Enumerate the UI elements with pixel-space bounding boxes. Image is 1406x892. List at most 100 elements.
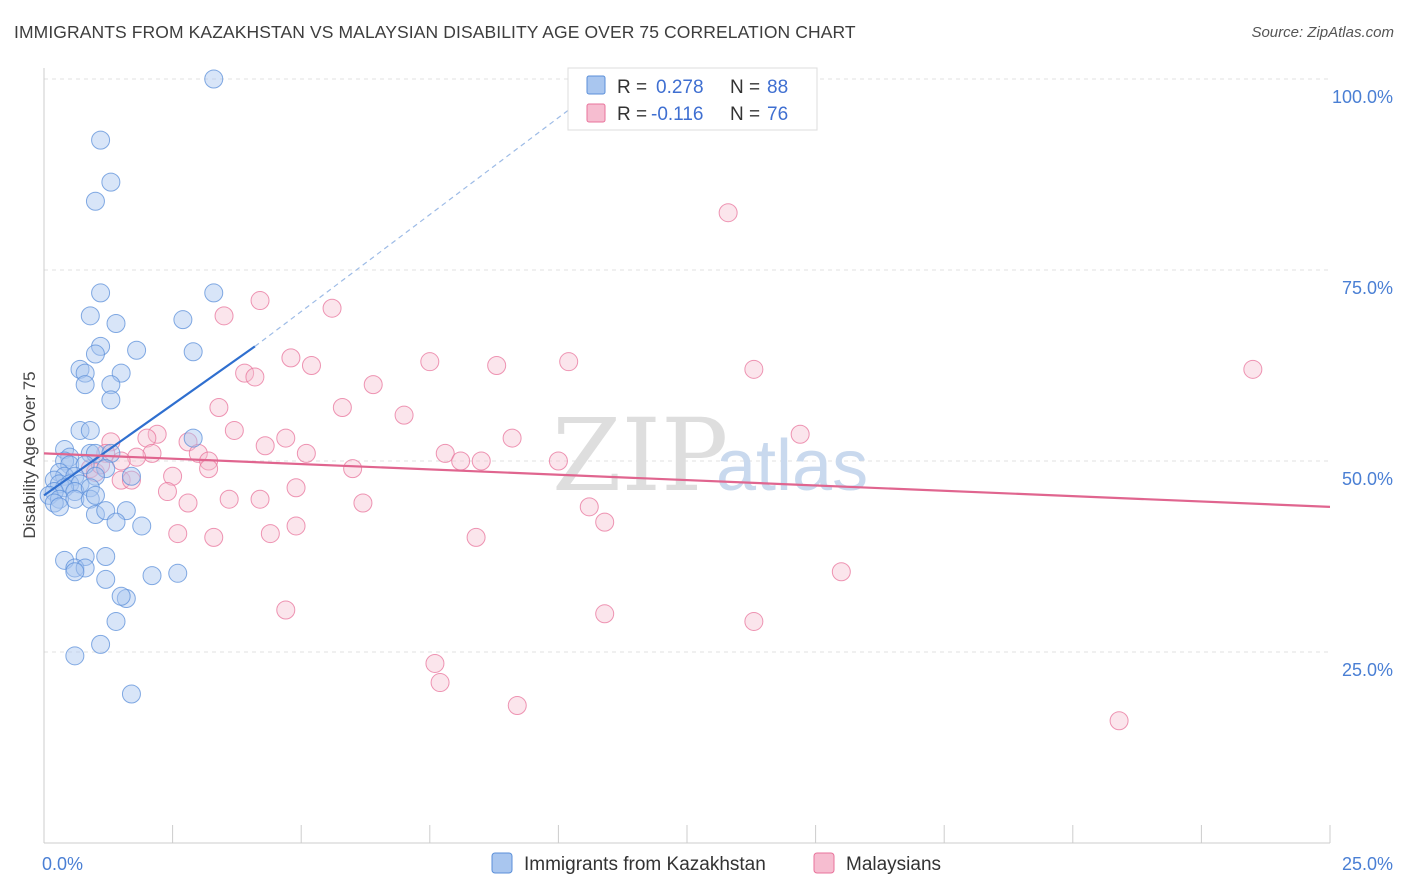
malaysians-point bbox=[204, 527, 224, 547]
malaysians-point bbox=[209, 398, 229, 418]
malaysians-point bbox=[286, 478, 306, 498]
kazakhstan-point bbox=[44, 493, 64, 513]
trend-lines bbox=[43, 86, 1331, 508]
kazakhstan-point bbox=[60, 447, 80, 467]
malaysians-point bbox=[1243, 359, 1263, 379]
chart-title: IMMIGRANTS FROM KAZAKHSTAN VS MALAYSIAN … bbox=[14, 22, 856, 42]
malaysians-point bbox=[507, 695, 527, 715]
legend-r-value-malaysians: -0.116 bbox=[651, 104, 703, 125]
kazakhstan-point bbox=[96, 569, 116, 589]
malaysians-point bbox=[147, 424, 167, 444]
kazakhstan-point bbox=[168, 563, 188, 583]
malaysians-point bbox=[301, 356, 321, 375]
kazakhstan-point bbox=[101, 375, 121, 395]
malaysians-point bbox=[163, 466, 183, 486]
kazakhstan-point bbox=[106, 313, 126, 333]
kazakhstan-point bbox=[121, 466, 141, 486]
kazakhstan-point bbox=[80, 489, 100, 509]
malaysians-point bbox=[466, 527, 486, 547]
malaysians-point bbox=[276, 600, 296, 620]
malaysians-point bbox=[219, 489, 239, 509]
kazakhstan-point bbox=[127, 340, 147, 360]
kazakhstan-point bbox=[173, 310, 193, 330]
y-tick-labels: 25.0% 50.0% 75.0% 100.0% bbox=[1332, 87, 1393, 680]
kazakhstan-trend-extension bbox=[254, 86, 600, 347]
malaysians-trend-line bbox=[43, 452, 1331, 508]
kazakhstan-point bbox=[85, 504, 105, 524]
kazakhstan-trend-line bbox=[43, 345, 256, 497]
malaysians-point bbox=[579, 497, 599, 517]
malaysians-point bbox=[322, 298, 342, 318]
malaysians-point bbox=[1109, 711, 1129, 731]
kazakhstan-point bbox=[49, 497, 69, 517]
kazakhstan-point bbox=[75, 558, 95, 578]
kazakhstan-point bbox=[65, 562, 85, 582]
legend-n-label-malaysians: N = bbox=[730, 104, 760, 125]
malaysians-point bbox=[111, 470, 131, 490]
kazakhstan-point bbox=[49, 489, 69, 509]
malaysians-point bbox=[831, 562, 851, 582]
x-tick-labels: 0.0% 25.0% bbox=[42, 854, 1393, 874]
malaysians-point bbox=[260, 524, 280, 544]
legend-box bbox=[567, 67, 818, 131]
kazakhstan-point bbox=[75, 363, 95, 383]
malaysians-point bbox=[595, 604, 615, 624]
kazakhstan-point bbox=[65, 489, 85, 509]
correlation-legend: R = 0.278 N = 88 R = -0.116 N = 76 bbox=[567, 67, 818, 131]
legend-swatch-kazakhstan bbox=[586, 75, 606, 95]
gridlines bbox=[44, 78, 1330, 653]
series-legend: Immigrants from Kazakhstan Malaysians bbox=[491, 852, 941, 875]
kazakhstan-point bbox=[183, 342, 203, 362]
malaysians-point bbox=[363, 375, 383, 395]
kazakhstan-point bbox=[204, 69, 224, 89]
axes bbox=[43, 68, 1331, 844]
watermark-zip: ZIP bbox=[552, 397, 728, 514]
malaysians-point bbox=[224, 420, 244, 440]
y-tick-label: 25.0% bbox=[1342, 660, 1393, 680]
legend-n-label-kazakhstan: N = bbox=[730, 77, 760, 98]
kazakhstan-point bbox=[65, 482, 85, 502]
malaysians-point bbox=[744, 359, 764, 379]
legend-n-value-kazakhstan: 88 bbox=[767, 77, 788, 98]
malaysians-point bbox=[332, 398, 352, 418]
malaysians-point bbox=[178, 493, 198, 513]
kazakhstan-point bbox=[55, 451, 75, 471]
y-tick-label: 50.0% bbox=[1342, 469, 1393, 489]
malaysians-point bbox=[157, 482, 177, 502]
legend-n-value-malaysians: 76 bbox=[767, 104, 788, 125]
kazakhstan-point bbox=[111, 586, 131, 606]
malaysians-point bbox=[744, 611, 764, 631]
legend-r-value-kazakhstan: 0.278 bbox=[656, 77, 704, 98]
x-tick-label: 25.0% bbox=[1342, 854, 1393, 874]
malaysians-point bbox=[235, 363, 255, 383]
malaysians-point bbox=[343, 459, 363, 479]
malaysians-point bbox=[199, 459, 219, 479]
watermark-atlas: atlas bbox=[716, 426, 868, 506]
kazakhstan-point bbox=[80, 420, 100, 440]
malaysians-point bbox=[214, 306, 234, 326]
kazakhstan-point bbox=[91, 283, 111, 303]
series-legend-label-malaysians: Malaysians bbox=[846, 854, 941, 875]
malaysians-point bbox=[595, 512, 615, 532]
malaysians-point bbox=[430, 673, 450, 693]
kazakhstan-point bbox=[101, 172, 121, 192]
malaysians-point bbox=[281, 348, 301, 368]
kazakhstan-point bbox=[65, 646, 85, 666]
malaysians-point bbox=[250, 489, 270, 509]
malaysians-point bbox=[250, 291, 270, 311]
kazakhstan-point bbox=[183, 428, 203, 448]
malaysians-point bbox=[276, 428, 296, 448]
malaysians-point bbox=[255, 436, 275, 456]
watermark: ZIP atlas bbox=[552, 397, 868, 514]
malaysians-point bbox=[286, 516, 306, 536]
kazakhstan-point bbox=[106, 611, 126, 631]
kazakhstan-point bbox=[132, 516, 152, 536]
malaysians-point bbox=[435, 443, 455, 463]
malaysians-point bbox=[451, 451, 471, 471]
malaysians-point bbox=[137, 428, 157, 448]
kazakhstan-point bbox=[204, 283, 224, 303]
malaysians-point bbox=[487, 356, 507, 375]
kazakhstan-point bbox=[101, 390, 121, 410]
kazakhstan-point bbox=[70, 359, 90, 379]
